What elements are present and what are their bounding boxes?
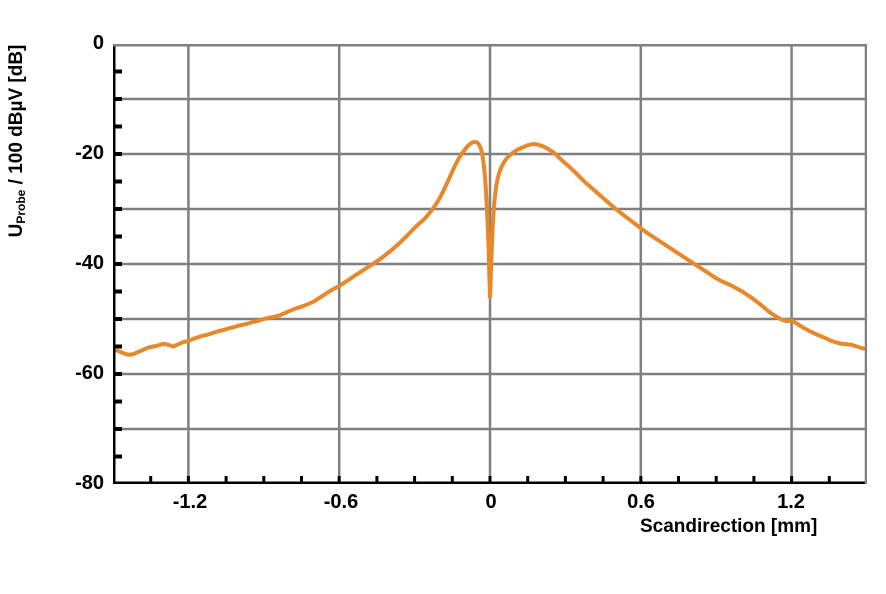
y-tick-label: -20 — [75, 142, 104, 164]
x-tick-label: 1.2 — [777, 491, 805, 513]
plot-area — [113, 44, 867, 484]
y-tick-label: -40 — [75, 252, 104, 274]
vertical-gridlines — [187, 44, 793, 484]
x-tick-label: 0 — [485, 491, 497, 513]
y-tick-label: -60 — [75, 362, 104, 384]
x-axis-title: Scandirection [mm] — [640, 516, 818, 537]
x-tick-label: -0.6 — [323, 491, 359, 513]
plot-canvas — [113, 44, 867, 484]
y-tick-label: 0 — [92, 32, 104, 54]
y-tick-label: -80 — [75, 472, 104, 494]
x-tick-label: 0.6 — [627, 491, 655, 513]
data-series-line — [113, 139, 867, 357]
x-tick-label: -1.2 — [172, 491, 208, 513]
y-axis-tick-labels: 0 -20 -40 -60 -80 — [38, 0, 104, 594]
